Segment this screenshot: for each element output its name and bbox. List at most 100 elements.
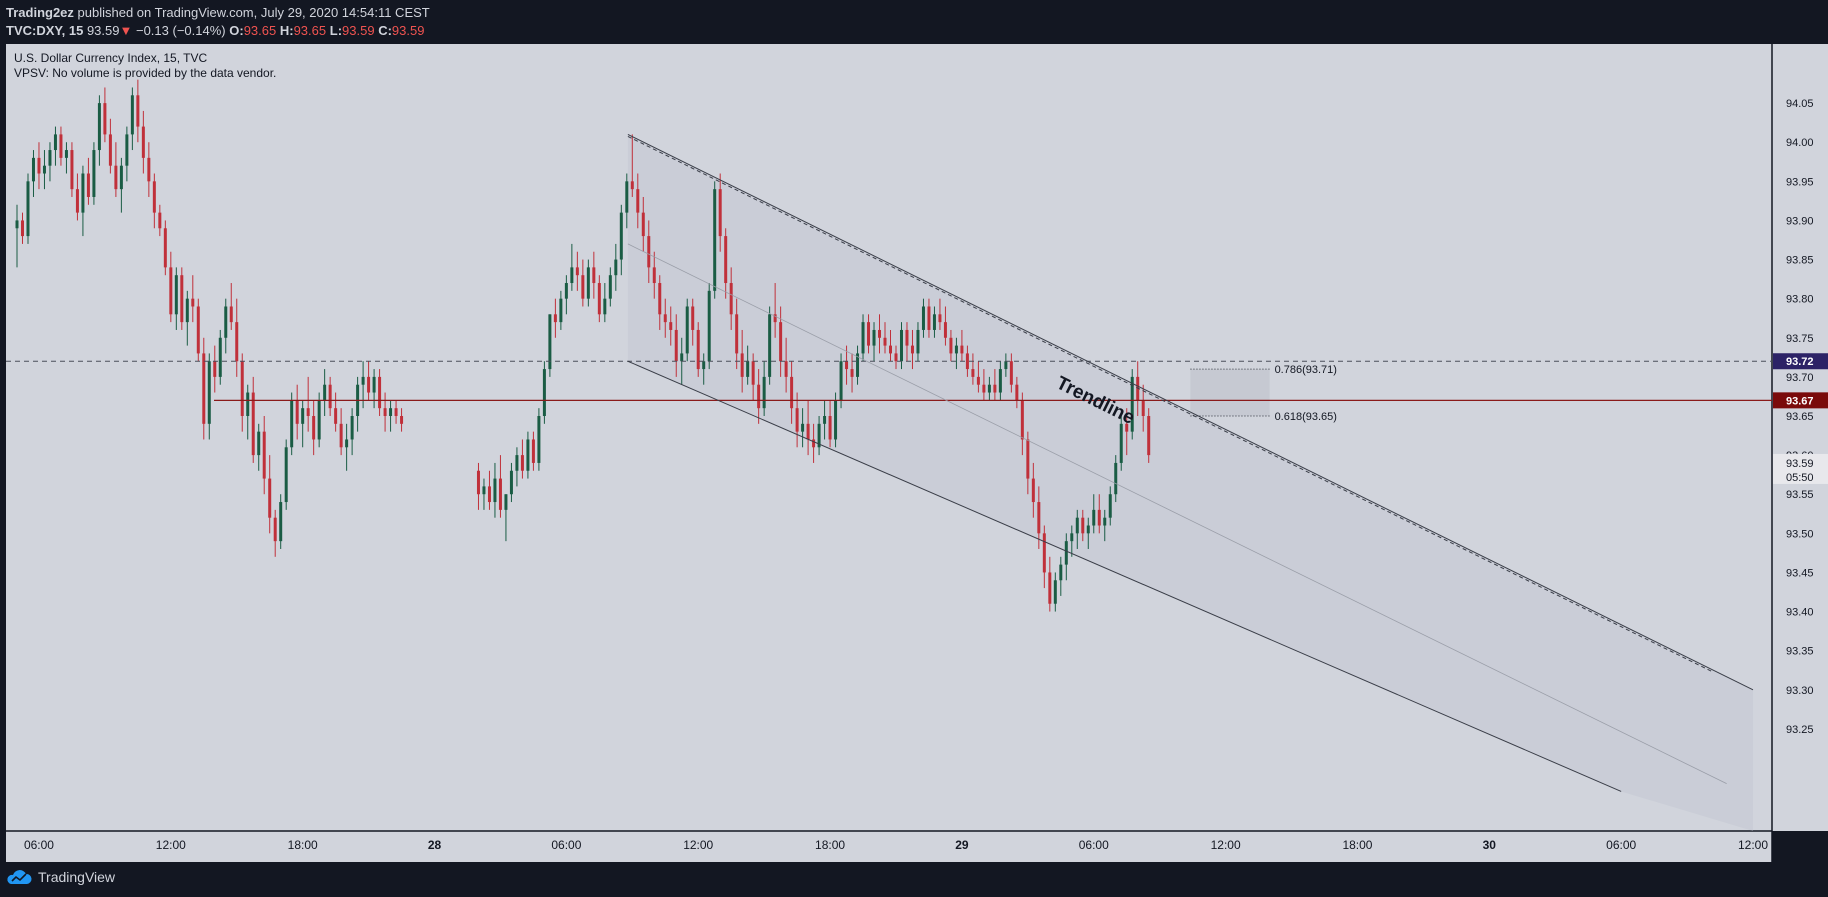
candle-body <box>202 353 206 424</box>
candle-body <box>1114 462 1118 495</box>
candle-body <box>669 322 673 330</box>
candle-body <box>685 306 689 354</box>
time-tick-label: 12:00 <box>156 838 186 852</box>
candle-body <box>718 189 722 237</box>
symbol-label[interactable]: TVC:DXY, 15 <box>6 23 84 38</box>
candle-body <box>1075 517 1079 534</box>
candle-body <box>960 345 964 354</box>
candle-body <box>389 408 393 416</box>
candle-body <box>1031 478 1035 503</box>
candle-body <box>361 376 365 385</box>
candle-body <box>976 376 980 385</box>
candle-body <box>998 369 1002 393</box>
close-value: 93.59 <box>391 23 425 38</box>
candle-body <box>86 173 90 197</box>
candle-body <box>224 306 228 338</box>
candle-body <box>570 267 574 284</box>
candle-body <box>663 314 667 323</box>
candle-body <box>1048 572 1052 604</box>
time-tick-label: 06:00 <box>24 838 54 852</box>
price-tick-label: 93.45 <box>1786 567 1814 579</box>
candle-body <box>1042 533 1046 573</box>
price-tick-label: 93.80 <box>1786 294 1814 306</box>
low-value: 93.59 <box>342 23 375 38</box>
candle-body <box>240 361 244 416</box>
candle-body <box>279 502 283 542</box>
candle-body <box>856 353 860 377</box>
candle-body <box>658 283 662 315</box>
candle-body <box>81 173 85 213</box>
time-tick-label: 06:00 <box>1079 838 1109 852</box>
candle-body <box>515 455 519 471</box>
candle-body <box>306 408 310 416</box>
candle-body <box>883 337 887 346</box>
time-axis-background <box>6 831 1772 862</box>
time-tick-label: 06:00 <box>551 838 581 852</box>
candle-body <box>482 486 486 495</box>
candle-body <box>158 212 162 229</box>
candle-body <box>608 275 612 299</box>
candle-body <box>729 283 733 315</box>
candle-body <box>1020 400 1024 440</box>
candle-body <box>295 400 299 424</box>
snapshot-header: Trading2ez published on TradingView.com,… <box>0 0 1828 44</box>
open-label: O: <box>229 23 244 38</box>
candle-body <box>921 306 925 330</box>
candle-body <box>191 298 195 307</box>
candle-body <box>927 306 931 330</box>
price-axis: 93.2593.3093.3593.4093.4593.5093.5593.60… <box>1773 98 1828 736</box>
candle-body <box>152 181 156 213</box>
candle-body <box>1136 376 1140 401</box>
candle-body <box>630 181 634 190</box>
price-tick-label: 94.00 <box>1786 137 1814 149</box>
candle-body <box>394 408 398 416</box>
candle-body <box>185 298 189 323</box>
tradingview-logo[interactable]: TradingView <box>6 869 115 885</box>
candle-body <box>1108 494 1112 518</box>
candle-body <box>806 423 810 440</box>
candle-body <box>103 103 107 135</box>
author-name[interactable]: Trading2ez <box>6 5 74 20</box>
price-tick-label: 93.50 <box>1786 528 1814 540</box>
candle-body <box>130 95 134 135</box>
time-tick-label: 29 <box>955 838 969 852</box>
candle-body <box>872 329 876 346</box>
price-tick-label: 93.85 <box>1786 255 1814 267</box>
last-price-label: 93.59 <box>1786 458 1814 470</box>
snapshot-footer: TradingView <box>0 862 1828 897</box>
drawing-lines: 0.786(93.71)0.618(93.65)Trendline <box>6 133 1772 792</box>
candle-body <box>537 416 541 463</box>
candle-body <box>1064 541 1068 565</box>
candle-body <box>559 298 563 323</box>
candle-body <box>801 423 805 432</box>
candle-body <box>1026 439 1030 479</box>
ohlc-line: TVC:DXY, 15 93.59▼ −0.13 (−0.14%) O:93.6… <box>6 23 424 38</box>
candle-body <box>680 353 684 362</box>
channel-lower-line <box>627 360 1622 792</box>
time-tick-label: 12:00 <box>683 838 713 852</box>
candle-body <box>119 165 123 190</box>
channel-fill <box>627 134 1754 831</box>
candle-body <box>284 447 288 503</box>
candle-body <box>828 416 832 440</box>
candle-body <box>92 150 96 197</box>
fib-level-label: 0.618(93.65) <box>1275 411 1337 423</box>
candle-body <box>696 329 700 370</box>
candlestick-chart[interactable]: 0.786(93.71)0.618(93.65)Trendline 93.259… <box>0 44 1828 862</box>
candle-body <box>1004 361 1008 370</box>
candle-body <box>196 306 200 354</box>
price-tick-label: 93.70 <box>1786 372 1814 384</box>
candle-body <box>235 322 239 362</box>
candle-body <box>932 314 936 330</box>
time-tick-label: 18:00 <box>288 838 318 852</box>
high-label: H: <box>279 23 294 38</box>
candle-body <box>339 423 343 448</box>
channel-middle-line <box>627 243 1727 785</box>
trendline-dashed <box>627 135 1714 673</box>
candle-body <box>114 165 118 190</box>
candle-body <box>290 400 294 448</box>
candle-body <box>531 439 535 463</box>
price-tick-label: 93.95 <box>1786 176 1814 188</box>
candle-body <box>218 337 222 377</box>
